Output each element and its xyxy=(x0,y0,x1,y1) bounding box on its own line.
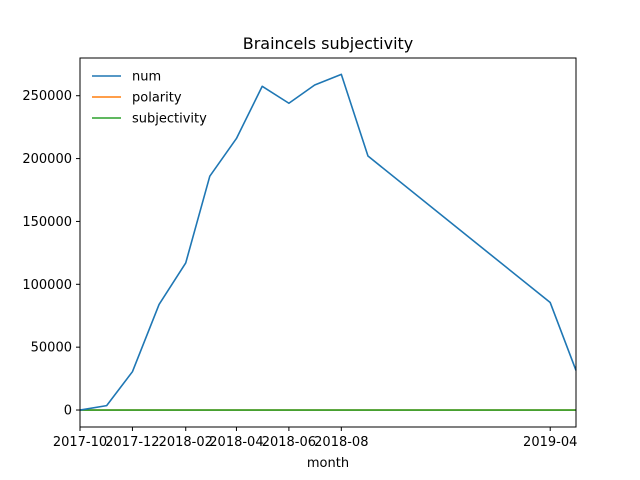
x-axis-label: month xyxy=(307,456,349,471)
x-tick-label: 2018-04 xyxy=(209,435,263,450)
series-layer xyxy=(79,73,577,411)
y-tick-label: 50000 xyxy=(31,341,72,356)
legend-label-subjectivity: subjectivity xyxy=(132,112,207,127)
x-tick-label: 2017-10 xyxy=(53,435,107,450)
x-tick-label: 2019-04 xyxy=(523,435,577,450)
x-tick-label: 2018-02 xyxy=(159,435,213,450)
ticks-layer: 2017-102017-122018-022018-042018-062018-… xyxy=(22,89,577,450)
chart-title: Braincels subjectivity xyxy=(243,34,414,53)
legend: num polarity subjectivity xyxy=(92,70,207,127)
axes-frame xyxy=(79,57,577,428)
x-tick-label: 2018-08 xyxy=(314,435,368,450)
y-tick-label: 0 xyxy=(64,404,72,419)
y-tick-label: 100000 xyxy=(22,278,72,293)
legend-label-num: num xyxy=(132,70,161,85)
legend-label-polarity: polarity xyxy=(132,91,182,106)
y-tick-label: 250000 xyxy=(22,89,72,104)
series-line-num xyxy=(79,73,577,411)
y-tick-label: 150000 xyxy=(22,215,72,230)
y-tick-label: 200000 xyxy=(22,152,72,167)
x-tick-label: 2018-06 xyxy=(262,435,316,450)
x-tick-label: 2017-12 xyxy=(105,435,159,450)
